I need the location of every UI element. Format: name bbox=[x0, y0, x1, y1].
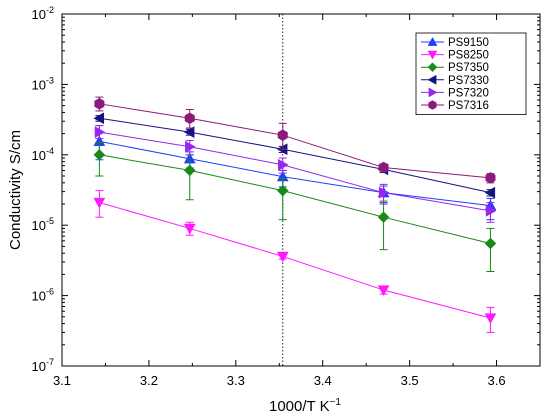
data-point bbox=[485, 204, 497, 217]
x-tick-label: 3.1 bbox=[53, 373, 71, 388]
y-tick-label-base: 10 bbox=[32, 218, 46, 233]
legend-box bbox=[415, 32, 527, 115]
legend-label: PS7320 bbox=[448, 87, 489, 99]
legend-label: PS8250 bbox=[448, 50, 489, 62]
legend-entry: PS7316 bbox=[421, 100, 489, 112]
data-point bbox=[484, 186, 496, 199]
y-tick-label: 10-4 bbox=[32, 146, 54, 163]
legend-label: PS7330 bbox=[448, 75, 489, 87]
legend-entry: PS7330 bbox=[421, 75, 489, 87]
data-point bbox=[183, 223, 196, 235]
y-tick-label: 10-2 bbox=[32, 5, 54, 22]
data-point bbox=[377, 211, 390, 224]
y-tick-label-exponent: -7 bbox=[46, 357, 54, 367]
series-line bbox=[99, 202, 491, 319]
legend-marker bbox=[427, 50, 438, 60]
data-point bbox=[184, 112, 195, 125]
data-point bbox=[277, 129, 288, 141]
x-tick-label: 3.5 bbox=[401, 373, 419, 388]
y-tick-label-exponent: -5 bbox=[46, 216, 54, 226]
data-point bbox=[183, 126, 195, 139]
legend-marker bbox=[428, 87, 438, 98]
x-axis-title: 1000/T K−1 bbox=[269, 397, 341, 415]
x-axis-title-text: 1000/T K bbox=[269, 398, 330, 415]
y-tick-label: 10-5 bbox=[32, 216, 54, 233]
y-tick-label-base: 10 bbox=[32, 289, 46, 304]
legend-entry: PS9150 bbox=[421, 36, 489, 49]
data-point bbox=[485, 172, 496, 184]
y-axis-title: Conductivity S/cm bbox=[7, 130, 24, 250]
series-line bbox=[99, 140, 491, 207]
data-point bbox=[278, 158, 289, 171]
y-tick-label-base: 10 bbox=[32, 7, 46, 22]
legend-marker bbox=[428, 100, 437, 110]
y-tick-label-base: 10 bbox=[32, 148, 46, 163]
data-point bbox=[185, 140, 196, 153]
data-point bbox=[377, 285, 390, 297]
y-tick-label: 10-7 bbox=[32, 357, 54, 374]
y-tick-label: 10-6 bbox=[32, 287, 54, 304]
legend-label: PS9150 bbox=[448, 37, 489, 49]
data-point bbox=[484, 313, 497, 325]
series-ps7330 bbox=[93, 112, 496, 199]
legend-marker bbox=[427, 74, 437, 85]
legend-entry: PS8250 bbox=[421, 50, 489, 62]
y-tick-label-base: 10 bbox=[32, 359, 46, 374]
x-tick-label: 3.2 bbox=[140, 373, 158, 388]
data-point bbox=[94, 98, 105, 110]
data-point bbox=[378, 186, 390, 199]
data-point bbox=[276, 184, 289, 197]
y-tick-label-base: 10 bbox=[32, 77, 46, 92]
y-tick-label: 10-3 bbox=[32, 75, 54, 92]
plot-layer: 3.1 3.2 3.3 3.4 3.5 3.610-710-610-510-410-310… bbox=[32, 5, 541, 388]
data-point bbox=[484, 237, 497, 250]
y-tick-label-exponent: -3 bbox=[46, 75, 54, 85]
x-tick-label: 3.4 bbox=[314, 373, 332, 388]
data-point bbox=[276, 251, 289, 263]
data-point bbox=[378, 161, 389, 174]
data-point bbox=[93, 112, 105, 125]
series-line bbox=[99, 131, 491, 212]
data-point bbox=[93, 197, 106, 209]
legend-entry: PS7320 bbox=[421, 87, 489, 99]
legend-label: PS7316 bbox=[448, 100, 489, 112]
legend-label: PS7350 bbox=[448, 62, 489, 74]
data-point bbox=[183, 164, 196, 177]
data-point bbox=[93, 148, 106, 161]
y-tick-label-exponent: -2 bbox=[46, 5, 54, 15]
series-ps7350 bbox=[93, 141, 497, 272]
legend-marker bbox=[427, 36, 438, 46]
x-axis-title-superscript: −1 bbox=[330, 397, 342, 408]
data-point bbox=[94, 126, 106, 139]
legend-entry: PS7350 bbox=[421, 62, 489, 74]
plot-frame bbox=[61, 13, 541, 367]
y-tick-label-exponent: -4 bbox=[46, 146, 54, 156]
legend-marker bbox=[427, 62, 438, 73]
x-tick-label: 3.6 bbox=[488, 373, 506, 388]
y-tick-label-exponent: -6 bbox=[46, 287, 54, 297]
series-ps8250 bbox=[93, 190, 497, 333]
series-ps7316 bbox=[94, 96, 496, 184]
series-ps7320 bbox=[94, 125, 497, 223]
x-tick-label: 3.3 bbox=[227, 373, 245, 388]
series-line bbox=[99, 117, 491, 194]
